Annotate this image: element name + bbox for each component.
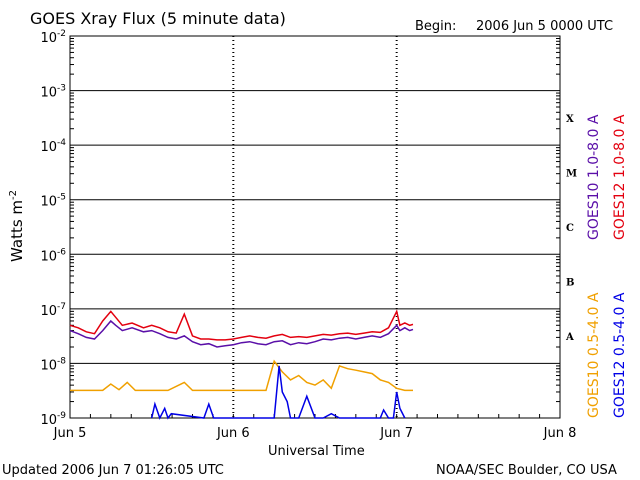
class-label: B [566,278,574,289]
y-axis-label: Watts m-2 [8,190,26,262]
x-tick-label: Jun 5 [53,426,87,441]
svg-text:Watts m-2: Watts m-2 [8,190,26,262]
chart-title: GOES Xray Flux (5 minute data) [30,9,286,28]
x-tick-label: Jun 7 [379,426,413,441]
y-tick-label: 10-4 [40,138,66,155]
y-tick-base: 10 [40,304,57,319]
y-tick-label: 10-3 [40,84,66,101]
y-tick-labels: 10-210-310-410-510-610-710-810-9 [40,29,66,428]
y-tick-label: 10-6 [40,247,66,264]
series-line [150,365,406,420]
series-line [69,319,414,348]
class-label: X [566,114,574,125]
y-tick-exp: -2 [57,29,66,39]
y-tick-base: 10 [40,195,57,210]
begin-value: 2006 Jun 5 0000 UTC [476,19,613,34]
legend-entry: GOES12 0.5-4.0 A [612,292,628,418]
updated-text: Updated 2006 Jun 7 01:26:05 UTC [2,463,224,478]
horizontal-gridlines [70,37,560,403]
y-tick-exp: -4 [57,138,66,148]
legend-entry: GOES10 1.0-8.0 A [586,114,602,240]
x-tick-labels: Jun 5 Jun 6 Jun 7 Jun 8 [53,426,577,441]
y-tick-label: 10-5 [40,193,66,210]
y-axis-label-text: Watts m [8,200,26,262]
class-label: A [565,332,574,343]
y-tick-label: 10-9 [40,411,66,428]
y-tick-exp: -3 [57,84,66,94]
series-line [70,359,413,392]
y-tick-exp: -5 [57,193,66,203]
x-axis-label: Universal Time [268,444,365,459]
y-tick-label: 10-7 [40,302,66,319]
y-tick-base: 10 [40,413,57,428]
y-axis-label-exp: -2 [8,190,19,200]
y-tick-base: 10 [40,86,57,101]
legend-entry: GOES10 0.5-4.0 A [586,292,602,418]
y-tick-label: 10-8 [40,356,66,373]
x-tick-label: Jun 6 [216,426,250,441]
y-tick-exp: -8 [57,356,66,366]
y-tick-base: 10 [40,140,57,155]
vertical-gridlines [69,36,561,418]
source-text: NOAA/SEC Boulder, CO USA [436,463,617,478]
begin-label: Begin: [415,19,456,34]
y-tick-exp: -9 [57,411,66,421]
flare-class-labels: X M C B A [565,114,577,343]
y-tick-label: 10-2 [40,29,66,46]
series-line [69,309,414,341]
class-label: M [566,168,577,179]
legend: GOES10 1.0-8.0 A GOES12 1.0-8.0 A GOES10 0… [586,114,628,418]
y-tick-base: 10 [40,31,57,46]
class-label: C [566,223,574,234]
x-tick-label: Jun 8 [543,426,577,441]
y-tick-exp: -6 [57,247,66,257]
plot-frame [69,35,561,419]
y-tick-exp: -7 [57,302,66,312]
series-lines [69,309,414,420]
y-tick-base: 10 [40,249,57,264]
legend-entry: GOES12 1.0-8.0 A [612,114,628,240]
y-tick-base: 10 [40,358,57,373]
